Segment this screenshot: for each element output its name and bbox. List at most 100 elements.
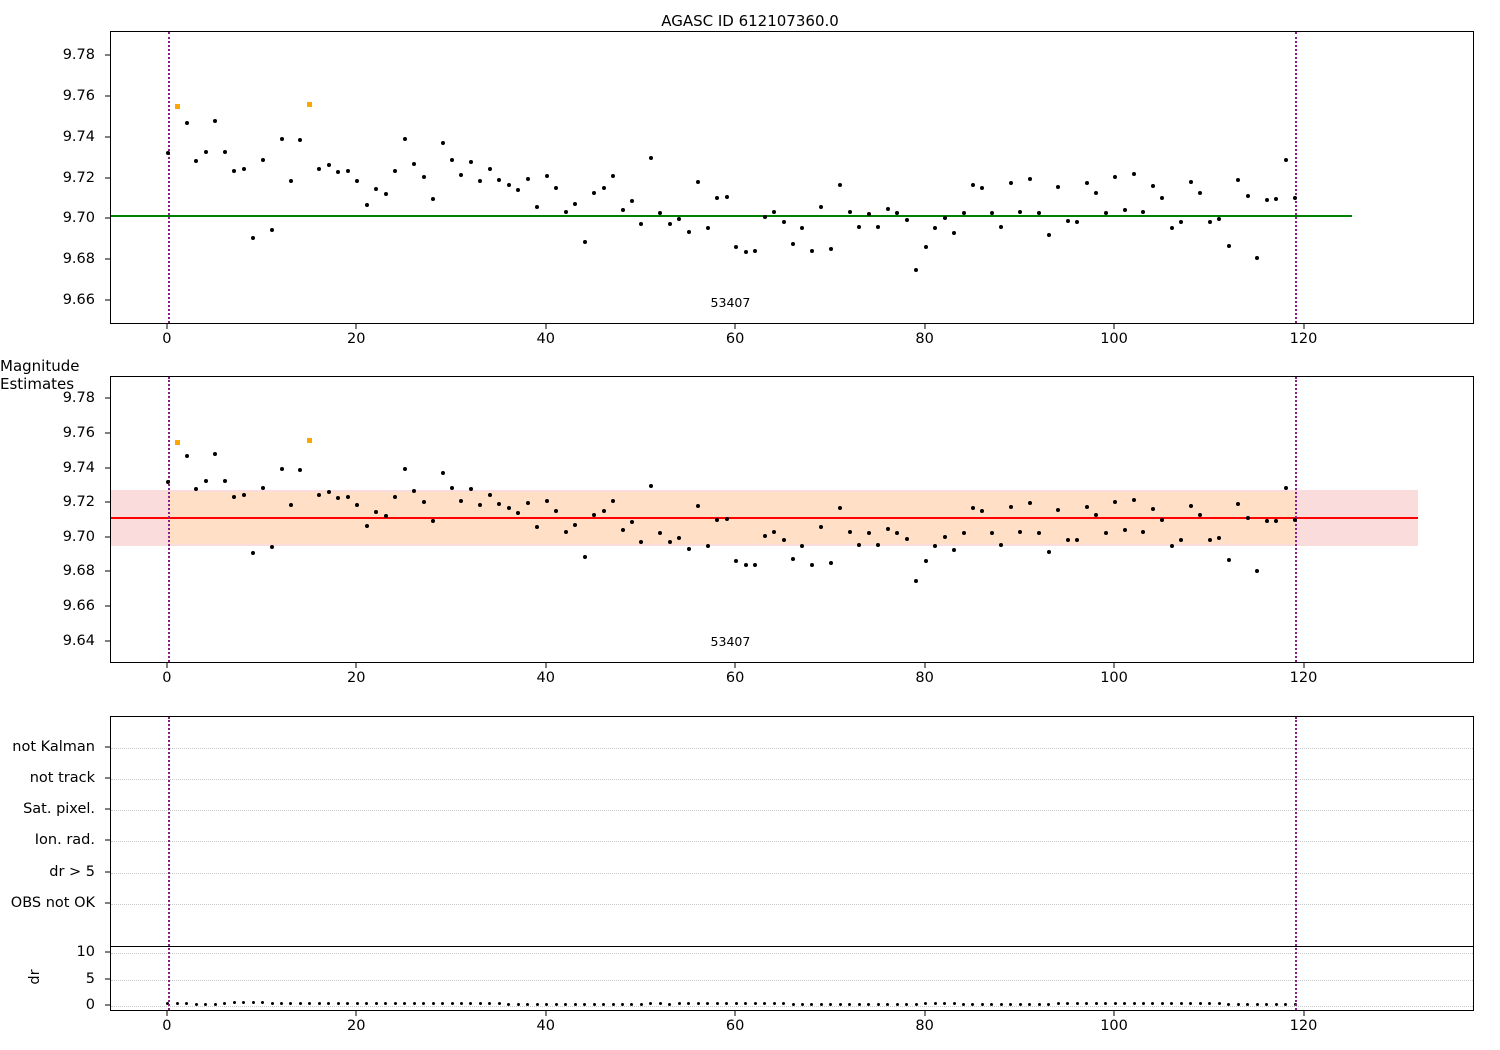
dr-tick-label: 5 (85, 970, 95, 987)
data-point-ok (999, 542, 1004, 547)
data-point-ok (923, 559, 928, 564)
dr-data-point (933, 1002, 937, 1006)
y-tick-mark (105, 432, 110, 434)
data-point-ok (809, 248, 814, 253)
data-point-ok (563, 529, 568, 534)
data-point-ok (1132, 497, 1136, 502)
data-point-ok (819, 204, 824, 209)
magnitude-estimates-axes[interactable] (110, 376, 1474, 663)
data-point-ok (251, 235, 256, 240)
dr-data-point (554, 1002, 558, 1006)
data-point-ok (1084, 504, 1089, 509)
data-point-ok (1103, 211, 1108, 216)
data-point-ok (573, 201, 578, 206)
data-point-ok (468, 160, 473, 165)
data-point-ok (251, 551, 256, 556)
data-point-ok (402, 467, 407, 472)
dr-data-point (374, 1002, 378, 1006)
y-tick-mark (105, 570, 110, 572)
data-point-ok (260, 158, 265, 163)
data-point-ok (828, 246, 833, 251)
dr-data-point (431, 1001, 435, 1005)
flag-tick-mark (105, 871, 110, 873)
x-tick-mark (924, 324, 926, 329)
data-point-ok (705, 543, 710, 548)
x-tick-mark (166, 324, 168, 329)
data-point-ok (1008, 504, 1013, 509)
data-point-highlighted (307, 102, 313, 108)
dr-data-point (308, 1001, 312, 1005)
dr-data-point (782, 1002, 786, 1006)
flags-and-dr-axes[interactable] (110, 716, 1474, 1011)
dr-data-point (213, 1002, 217, 1006)
dr-data-point (687, 1002, 691, 1006)
dr-data-point (251, 1000, 255, 1004)
data-point-ok (1018, 210, 1023, 215)
data-point-ok (1075, 220, 1080, 225)
data-point-ok (478, 178, 483, 183)
data-point-ok (781, 220, 786, 225)
data-point-ok (1084, 180, 1089, 185)
data-point-ok (620, 208, 625, 213)
dr-data-point (1227, 1002, 1231, 1006)
data-point-ok (895, 211, 900, 216)
data-point-ok (1274, 518, 1279, 523)
data-point-ok (933, 226, 938, 231)
data-point-ok (658, 530, 663, 535)
data-point-ok (1018, 529, 1023, 534)
data-point-ok (1198, 190, 1203, 195)
y-tick-mark (105, 136, 110, 138)
x-tick-label: 60 (725, 670, 745, 686)
data-point-ok (724, 516, 729, 521)
x-tick-label: 100 (1100, 670, 1128, 686)
data-point-ok (1150, 507, 1155, 512)
data-point-ok (1122, 208, 1127, 213)
agasc-magnitude-axes[interactable] (110, 31, 1474, 324)
flag-tick-mark (105, 902, 110, 904)
dr-data-point (564, 1002, 568, 1006)
x-tick-mark (545, 1011, 547, 1016)
dr-data-point (668, 1002, 672, 1006)
x-tick-mark (1303, 324, 1304, 329)
data-point-ok (743, 249, 748, 254)
dr-data-point (1151, 1001, 1155, 1005)
data-point-ok (421, 175, 426, 180)
x-tick-label: 0 (162, 670, 172, 686)
dr-data-point (971, 1002, 975, 1006)
data-point-ok (1103, 530, 1108, 535)
data-point-ok (1027, 176, 1032, 181)
dr-data-point (1274, 1002, 1278, 1006)
data-point-ok (563, 210, 568, 215)
mag-agasc-line (111, 214, 1352, 218)
data-point-ok (914, 579, 919, 583)
data-point-ok (279, 467, 284, 472)
dr-axis-label: dr (27, 969, 43, 985)
data-point-ok (980, 508, 985, 513)
dr-data-point (611, 1002, 615, 1006)
data-point-ok (478, 502, 483, 507)
obsid-boundary-line-start (167, 717, 170, 1010)
y-tick-label: 9.70 (62, 528, 95, 545)
dr-data-point (270, 1001, 274, 1005)
data-point-ok (980, 185, 985, 190)
data-point-ok (288, 502, 293, 507)
data-point-ok (374, 186, 379, 191)
data-point-ok (582, 554, 587, 559)
data-point-ok (1207, 220, 1212, 225)
data-point-ok (506, 506, 511, 511)
data-point-ok (393, 495, 398, 500)
data-point-ok (592, 513, 597, 518)
dr-data-point (223, 1002, 227, 1006)
dr-data-point (1160, 1001, 1164, 1005)
data-point-ok (203, 150, 208, 155)
mag-line (111, 516, 1419, 520)
flag-tick-mark (105, 777, 110, 779)
dr-data-point (838, 1002, 842, 1006)
data-point-ok (1169, 543, 1174, 548)
dr-gridline (111, 953, 1473, 955)
dr-tick-label: 10 (76, 944, 95, 961)
dr-data-point (1037, 1002, 1041, 1006)
data-point-ok (762, 534, 767, 539)
data-point-ok (715, 195, 720, 200)
dr-data-point (355, 1002, 359, 1006)
